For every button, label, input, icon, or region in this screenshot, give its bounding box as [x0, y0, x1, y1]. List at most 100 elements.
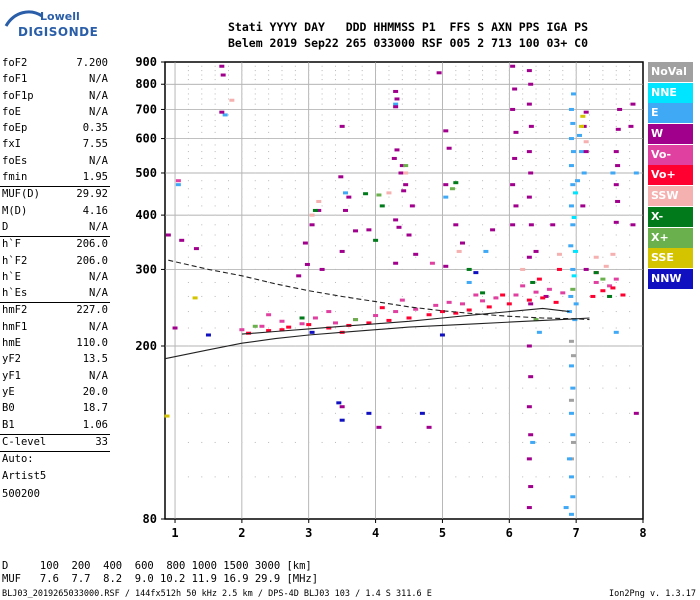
grid-dot	[348, 83, 350, 85]
grid-dot	[308, 120, 310, 122]
grid-dot	[508, 131, 510, 133]
echo-mark-ssw	[593, 255, 599, 259]
grid-dot	[254, 144, 256, 146]
grid-dot	[254, 151, 256, 153]
grid-dot	[174, 65, 176, 67]
grid-dot	[428, 79, 430, 81]
grid-dot	[174, 196, 176, 198]
grid-dot	[187, 234, 189, 236]
grid-dot	[334, 65, 336, 67]
grid-dot	[629, 365, 631, 367]
echo-mark-vo	[600, 289, 606, 293]
grid-dot	[441, 476, 443, 478]
grid-dot	[535, 144, 537, 146]
grid-dot	[455, 188, 457, 190]
grid-dot	[254, 196, 256, 198]
echo-mark-w	[583, 110, 589, 114]
grid-dot	[522, 327, 524, 329]
echo-mark-vo	[279, 328, 285, 332]
param-row: hmF1 N/A	[0, 320, 110, 336]
echo-mark-w	[443, 264, 449, 268]
grid-dot	[388, 327, 390, 329]
grid-dot	[388, 345, 390, 347]
grid-dot	[508, 327, 510, 329]
param-row: MUF(D) 29.92	[0, 187, 110, 203]
grid-dot	[428, 120, 430, 122]
grid-dot	[589, 151, 591, 153]
grid-dot	[388, 93, 390, 95]
grid-dot	[201, 345, 203, 347]
grid-dot	[361, 345, 363, 347]
grid-dot	[214, 131, 216, 133]
grid-dot	[615, 125, 617, 127]
grid-dot	[294, 205, 296, 207]
grid-dot	[508, 180, 510, 182]
grid-dot	[522, 172, 524, 174]
grid-dot	[575, 157, 577, 159]
grid-dot	[187, 387, 189, 389]
grid-dot	[441, 234, 443, 236]
grid-dot	[441, 114, 443, 116]
auto-scaling-info: Auto: Artist5 500200	[0, 452, 110, 504]
grid-dot	[254, 234, 256, 236]
grid-dot	[602, 256, 604, 258]
grid-dot	[562, 180, 564, 182]
echo-mark-vo	[486, 305, 492, 309]
grid-dot	[589, 205, 591, 207]
grid-dot	[241, 144, 243, 146]
grid-dot	[228, 224, 230, 226]
echo-mark-w	[526, 195, 532, 199]
echo-mark-w	[510, 183, 516, 187]
param-value: 227.0	[76, 304, 108, 317]
grid-dot	[348, 311, 350, 313]
grid-dot	[615, 180, 617, 182]
grid-dot	[401, 412, 403, 414]
grid-dot	[428, 245, 430, 247]
grid-dot	[268, 138, 270, 140]
grid-dot	[589, 180, 591, 182]
grid-dot	[268, 93, 270, 95]
grid-dot	[187, 114, 189, 116]
grid-dot	[388, 234, 390, 236]
echo-mark-vo	[413, 307, 419, 311]
grid-dot	[575, 98, 577, 100]
grid-dot	[241, 387, 243, 389]
grid-dot	[268, 196, 270, 198]
grid-dot	[629, 205, 631, 207]
echo-mark-vo	[266, 313, 272, 317]
grid-dot	[308, 151, 310, 153]
grid-dot	[174, 138, 176, 140]
grid-dot	[281, 256, 283, 258]
grid-dot	[281, 70, 283, 72]
grid-dot	[268, 114, 270, 116]
grid-dot	[388, 98, 390, 100]
echo-mark-vo	[379, 306, 385, 310]
grid-dot	[268, 345, 270, 347]
grid-dot	[254, 268, 256, 270]
echo-mark-ssw	[309, 213, 315, 217]
grid-dot	[589, 441, 591, 443]
grid-dot	[388, 120, 390, 122]
grid-dot	[334, 103, 336, 105]
grid-dot	[281, 125, 283, 127]
echo-mark-vo	[286, 325, 292, 329]
grid-dot	[174, 93, 176, 95]
echo-mark-w	[615, 199, 621, 203]
grid-dot	[401, 131, 403, 133]
grid-dot	[415, 205, 417, 207]
grid-dot	[388, 108, 390, 110]
grid-dot	[294, 151, 296, 153]
grid-dot	[187, 245, 189, 247]
echo-mark-x	[379, 204, 385, 208]
logo-swoosh-icon	[4, 10, 43, 27]
echo-mark-nnw	[473, 271, 479, 275]
grid-dot	[187, 205, 189, 207]
param-value: 33	[95, 435, 108, 448]
echo-mark-w	[296, 274, 302, 278]
echo-mark-w	[513, 204, 519, 208]
grid-dot	[308, 224, 310, 226]
grid-dot	[615, 205, 617, 207]
grid-dot	[294, 214, 296, 216]
echo-mark-vo	[536, 277, 542, 281]
grid-dot	[174, 114, 176, 116]
